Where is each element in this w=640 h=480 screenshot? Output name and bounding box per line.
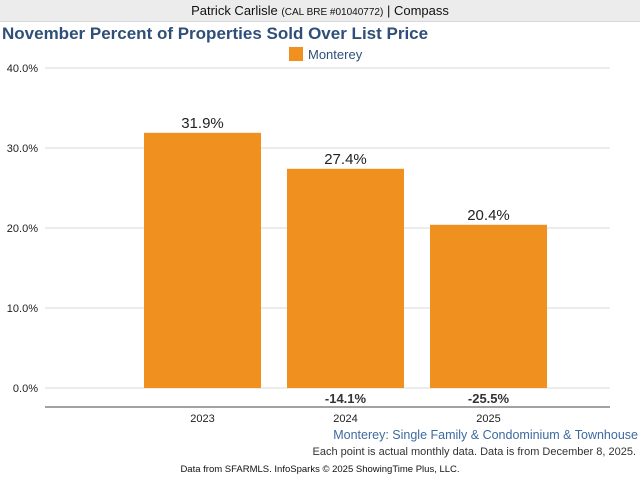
x-tick-label: 2023	[190, 413, 214, 425]
y-tick-label: 10.0%	[7, 303, 38, 315]
header-separator: |	[386, 3, 391, 18]
bar-value-label: 20.4%	[467, 207, 510, 224]
x-tick-label: 2025	[476, 413, 500, 425]
chart-title: November Percent of Properties Sold Over…	[2, 24, 429, 43]
bar	[430, 224, 547, 388]
change-label: -25.5%	[468, 391, 510, 406]
company-name: Compass	[393, 3, 449, 18]
legend-label: Monterey	[308, 46, 363, 62]
change-label: -14.1%	[325, 391, 367, 406]
x-tick-label: 2024	[333, 413, 357, 425]
agent-name: Patrick Carlisle	[191, 3, 278, 18]
bar-value-label: 27.4%	[324, 151, 367, 168]
agent-license: (CAL BRE #01040772)	[281, 7, 384, 18]
y-tick-label: 40.0%	[7, 63, 38, 75]
chart-subcaption: Monterey: Single Family & Condominium & …	[333, 428, 638, 442]
bar-value-label: 31.9%	[181, 115, 224, 132]
data-note: Each point is actual monthly data. Data …	[312, 446, 636, 458]
bar	[144, 132, 261, 388]
y-tick-label: 30.0%	[7, 143, 38, 155]
legend: Monterey	[289, 46, 362, 62]
data-credit: Data from SFARMLS. InfoSparks © 2025 Sho…	[180, 464, 460, 475]
y-tick-label: 20.0%	[7, 223, 38, 235]
legend-swatch	[289, 47, 303, 61]
agent-header-bar: Patrick Carlisle (CAL BRE #01040772) | C…	[0, 0, 640, 22]
bar	[287, 168, 404, 388]
y-tick-label: 0.0%	[13, 383, 38, 395]
